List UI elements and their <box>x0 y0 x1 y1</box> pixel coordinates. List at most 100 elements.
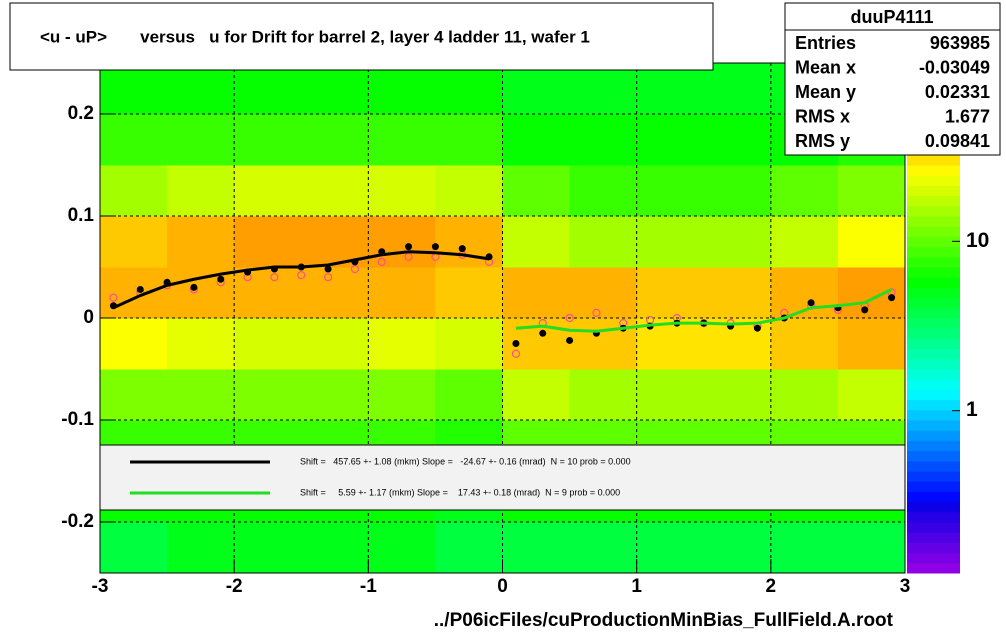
palette-swatch <box>907 460 960 472</box>
heatmap-cell <box>100 63 168 115</box>
heatmap-cell <box>636 369 705 421</box>
heatmap-cell <box>703 63 772 115</box>
palette-swatch <box>907 175 960 186</box>
heatmap-cell <box>167 114 235 166</box>
stats-value: 0.02331 <box>925 82 990 102</box>
heatmap-cell <box>301 522 369 574</box>
x-tick-label: -1 <box>360 576 377 597</box>
palette-swatch <box>907 348 960 360</box>
palette-swatch <box>907 491 960 503</box>
palette-swatch <box>907 216 960 227</box>
palette-swatch <box>907 399 960 411</box>
palette-swatch <box>907 195 960 207</box>
stats-label: Entries <box>795 33 856 53</box>
heatmap-cell <box>234 114 302 166</box>
heatmap-cell <box>234 216 302 268</box>
fit-line <box>112 250 490 310</box>
profile-point <box>807 299 815 307</box>
heatmap-cell <box>301 369 369 421</box>
profile-point <box>753 324 761 332</box>
heatmap-cell <box>837 267 906 319</box>
heatmap-cell <box>569 216 638 268</box>
chart-title: <u - uP> versus u for Drift for barrel 2… <box>40 27 590 46</box>
heatmap-cell <box>502 114 571 166</box>
y-tick-label: -0.2 <box>61 511 94 532</box>
stats-box <box>784 2 1001 156</box>
palette-swatch <box>907 307 960 319</box>
profile-point <box>377 257 386 266</box>
palette-swatch <box>907 511 960 523</box>
y-tick-label: 0 <box>83 307 94 328</box>
heatmap-cell <box>636 114 705 166</box>
profile-point <box>270 273 279 282</box>
heatmap-cell <box>837 369 906 421</box>
heatmap-cell <box>167 267 235 319</box>
profile-point <box>861 306 869 314</box>
fit-line <box>515 288 893 333</box>
heatmap-cell <box>435 369 503 421</box>
heatmap-cell <box>100 369 168 421</box>
heatmap-cell <box>301 63 369 115</box>
heatmap-cell <box>636 267 705 319</box>
legend-label: Shift = 5.59 +- 1.17 (mkm) Slope = 17.43… <box>300 487 620 497</box>
profile-point <box>539 329 547 337</box>
heatmap-cell <box>636 63 705 115</box>
heatmap-cell <box>837 522 906 574</box>
stats-title: duuP4111 <box>850 7 933 27</box>
heatmap-cell <box>569 522 638 574</box>
heatmap-cell <box>502 216 571 268</box>
heatmap-cell <box>234 63 302 115</box>
palette-swatch <box>907 542 960 554</box>
heatmap-cell <box>703 369 772 421</box>
stats-label: Mean x <box>795 57 856 77</box>
heatmap-cell <box>368 522 436 574</box>
heatmap-cell <box>301 165 369 217</box>
profile-point <box>888 294 896 302</box>
x-tick-label: 2 <box>766 576 777 597</box>
heatmap-cell <box>100 267 168 319</box>
heatmap-cell <box>167 369 235 421</box>
palette-swatch <box>907 532 960 543</box>
palette-swatch <box>907 481 960 492</box>
heatmap-cell <box>435 522 503 574</box>
profile-point <box>324 265 332 273</box>
profile-point <box>217 275 225 283</box>
heatmap-cell <box>234 318 302 370</box>
palette-swatch <box>907 205 960 217</box>
heatmap-cell <box>770 522 839 574</box>
heatmap-cell <box>502 369 571 421</box>
palette-swatch <box>907 165 960 176</box>
heatmap-cell <box>837 216 906 268</box>
heatmap-cell <box>770 318 839 370</box>
palette-swatch <box>907 226 960 237</box>
heatmap-cell <box>368 267 436 319</box>
heatmap-cell <box>770 165 839 217</box>
stats-label: Mean y <box>795 82 856 102</box>
stats-value: 1.677 <box>945 106 990 126</box>
palette-swatch <box>907 185 960 197</box>
heatmap-cell <box>167 318 235 370</box>
profile-point <box>566 336 574 344</box>
palette-swatch <box>907 358 960 370</box>
x-tick-label: -3 <box>92 576 109 597</box>
y-tick-label: 0.2 <box>68 103 94 124</box>
heatmap-cell <box>234 522 302 574</box>
x-tick-label: 1 <box>631 576 642 597</box>
heatmap-cell <box>569 63 638 115</box>
heatmap-cell <box>167 522 235 574</box>
palette-swatch <box>907 522 960 533</box>
palette-swatch <box>907 450 960 462</box>
heatmap-cell <box>100 522 168 574</box>
title-box <box>9 2 714 71</box>
heatmap-cell <box>167 216 235 268</box>
heatmap-cell <box>502 165 571 217</box>
x-tick-label: 0 <box>497 576 508 597</box>
heatmap-cell <box>301 114 369 166</box>
heatmap-cell <box>167 63 235 115</box>
heatmap-cell <box>569 318 638 370</box>
palette-swatch <box>907 287 960 299</box>
heatmap-cell <box>703 522 772 574</box>
stats-value: 0.09841 <box>925 131 990 151</box>
palette-swatch <box>907 552 960 564</box>
